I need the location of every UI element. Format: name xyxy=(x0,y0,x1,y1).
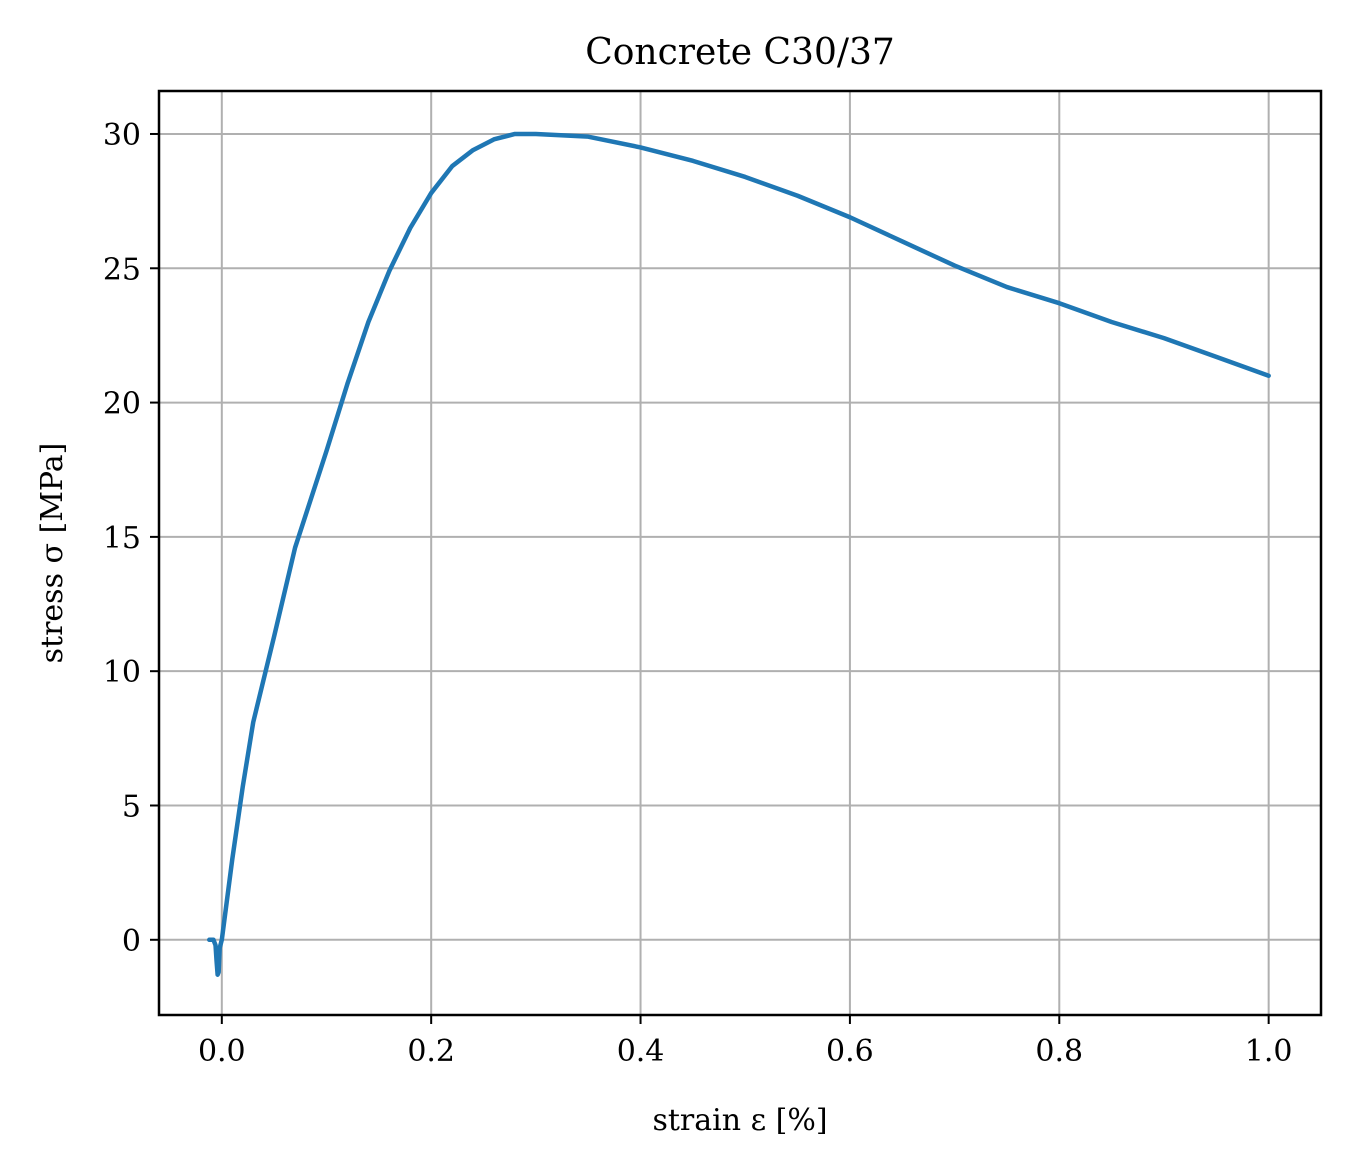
x-axis-label: strain ε [%] xyxy=(652,1103,827,1138)
y-axis-label: stress σ [MPa] xyxy=(35,443,70,664)
x-tick-label: 0.8 xyxy=(1035,1034,1083,1069)
x-tick-label: 0.4 xyxy=(617,1034,665,1069)
series-line xyxy=(207,131,1271,977)
ticks: 0.0 0.2 0.4 0.6 0.8 1.0 0 5 10 15 20 25 30 xyxy=(103,118,1293,1069)
series-layer xyxy=(207,131,1271,977)
x-tick-label: 0.2 xyxy=(407,1034,455,1069)
x-tick-label: 1.0 xyxy=(1245,1034,1293,1069)
chart-title: Concrete C30/37 xyxy=(585,32,895,73)
y-tick-label: 5 xyxy=(122,789,141,824)
y-tick-label: 0 xyxy=(122,924,141,959)
y-tick-label: 15 xyxy=(103,521,141,556)
y-tick-label: 20 xyxy=(103,387,141,422)
plot-frame xyxy=(157,89,1323,1017)
grid-lines xyxy=(159,91,1321,1015)
x-tick-label: 0.0 xyxy=(198,1034,246,1069)
x-tick-label: 0.6 xyxy=(826,1034,874,1069)
y-tick-label: 25 xyxy=(103,252,141,287)
y-tick-label: 30 xyxy=(103,118,141,153)
y-tick-label: 10 xyxy=(103,655,141,690)
